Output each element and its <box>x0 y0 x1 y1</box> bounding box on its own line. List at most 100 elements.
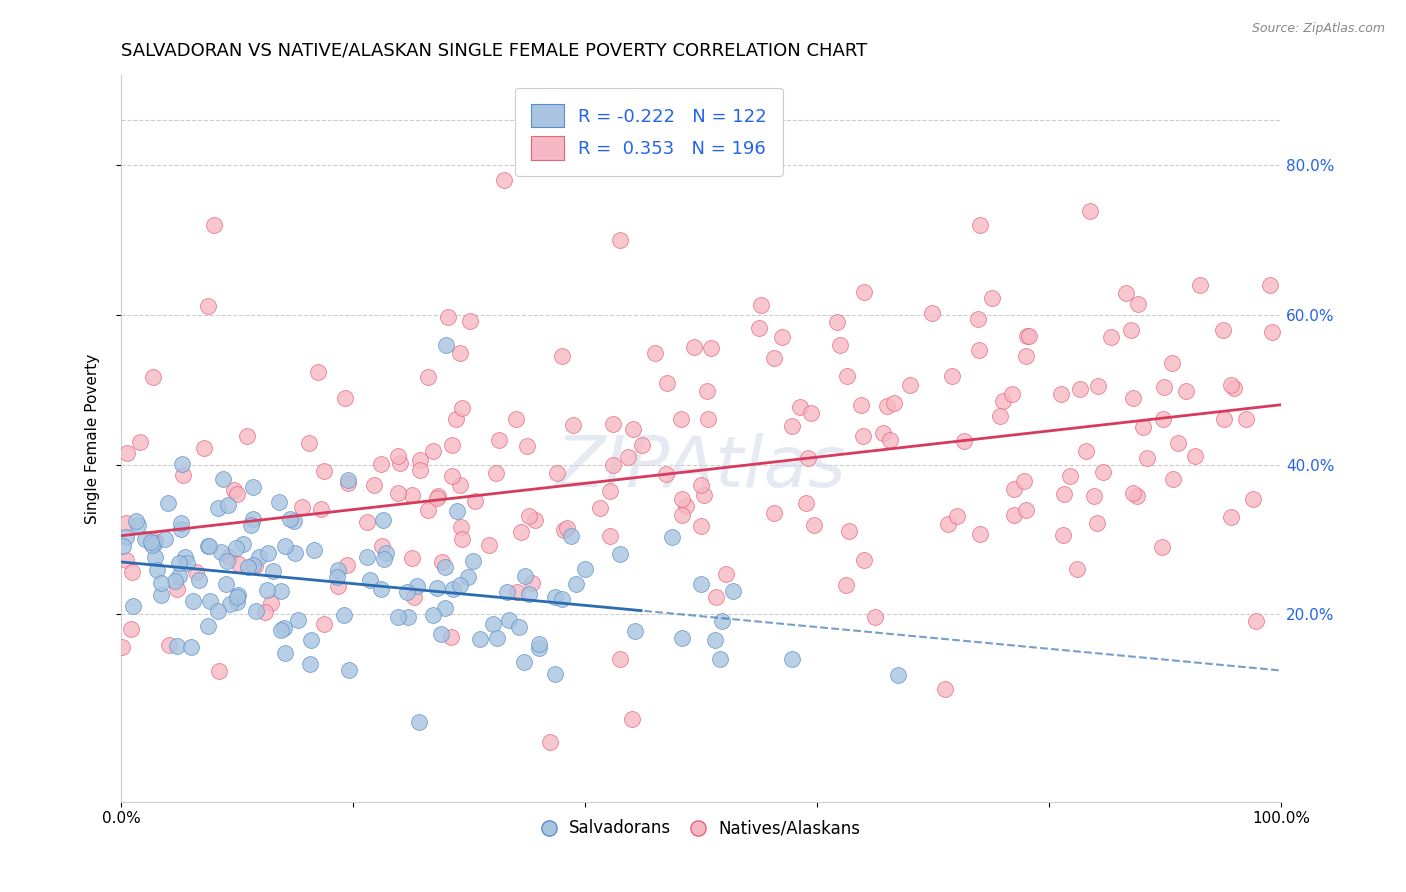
Point <box>401 488 423 502</box>
Point <box>797 450 820 465</box>
Point <box>609 652 631 666</box>
Point <box>1234 412 1257 426</box>
Point <box>242 480 264 494</box>
Point <box>363 478 385 492</box>
Point <box>630 438 652 452</box>
Point <box>696 412 718 426</box>
Point <box>434 338 457 352</box>
Point <box>371 539 394 553</box>
Point <box>267 495 290 509</box>
Point <box>969 218 991 232</box>
Point <box>689 518 711 533</box>
Point <box>553 524 575 538</box>
Point <box>941 368 963 383</box>
Point <box>470 632 492 647</box>
Point <box>517 587 540 601</box>
Point <box>609 233 631 247</box>
Point <box>170 522 193 536</box>
Point <box>402 591 425 605</box>
Point <box>1015 349 1038 363</box>
Point <box>1153 380 1175 394</box>
Point <box>1219 510 1241 524</box>
Point <box>946 508 969 523</box>
Point <box>969 527 991 541</box>
Point <box>333 608 356 623</box>
Point <box>111 640 134 655</box>
Point <box>197 299 219 313</box>
Text: ZIPAtlas: ZIPAtlas <box>555 433 846 502</box>
Point <box>388 456 411 470</box>
Point <box>1136 451 1159 466</box>
Point <box>121 599 143 614</box>
Point <box>225 590 247 604</box>
Point <box>852 285 875 300</box>
Point <box>270 624 292 638</box>
Point <box>149 576 172 591</box>
Point <box>835 369 858 384</box>
Point <box>1213 412 1236 426</box>
Point <box>671 631 693 645</box>
Point <box>278 512 301 526</box>
Point <box>232 537 254 551</box>
Point <box>328 563 350 577</box>
Point <box>370 458 392 472</box>
Point <box>1241 491 1264 506</box>
Point <box>408 463 430 477</box>
Point <box>780 652 803 666</box>
Point <box>883 396 905 410</box>
Point <box>936 517 959 532</box>
Point <box>432 555 454 569</box>
Point <box>155 532 177 546</box>
Point <box>166 582 188 596</box>
Point <box>125 514 148 528</box>
Point <box>336 558 359 573</box>
Point <box>457 569 479 583</box>
Point <box>772 330 794 344</box>
Point <box>222 483 245 497</box>
Point <box>1018 328 1040 343</box>
Point <box>254 606 277 620</box>
Point <box>464 493 486 508</box>
Point <box>112 539 135 553</box>
Point <box>675 499 697 513</box>
Point <box>291 500 314 514</box>
Point <box>416 502 439 516</box>
Point <box>209 545 232 559</box>
Point <box>879 434 901 448</box>
Point <box>1001 387 1024 401</box>
Point <box>180 640 202 655</box>
Y-axis label: Single Female Poverty: Single Female Poverty <box>86 353 100 524</box>
Point <box>711 614 734 628</box>
Point <box>236 429 259 443</box>
Point <box>506 585 529 599</box>
Point <box>683 340 706 354</box>
Point <box>696 384 718 398</box>
Point <box>188 573 211 587</box>
Point <box>851 398 873 412</box>
Point <box>170 516 193 530</box>
Point <box>336 475 359 490</box>
Point <box>314 617 336 632</box>
Point <box>602 417 624 431</box>
Point <box>544 666 567 681</box>
Point <box>876 399 898 413</box>
Point <box>789 400 811 414</box>
Point <box>433 601 456 615</box>
Point <box>197 619 219 633</box>
Point <box>387 486 409 500</box>
Point <box>551 592 574 607</box>
Point <box>326 579 349 593</box>
Point <box>1167 435 1189 450</box>
Point <box>863 610 886 624</box>
Point <box>513 569 536 583</box>
Point <box>426 489 449 503</box>
Point <box>599 529 621 543</box>
Point <box>872 426 894 441</box>
Point <box>714 566 737 581</box>
Point <box>441 582 464 597</box>
Point <box>134 532 156 546</box>
Point <box>461 554 484 568</box>
Point <box>981 291 1004 305</box>
Point <box>1161 356 1184 370</box>
Point <box>1002 482 1025 496</box>
